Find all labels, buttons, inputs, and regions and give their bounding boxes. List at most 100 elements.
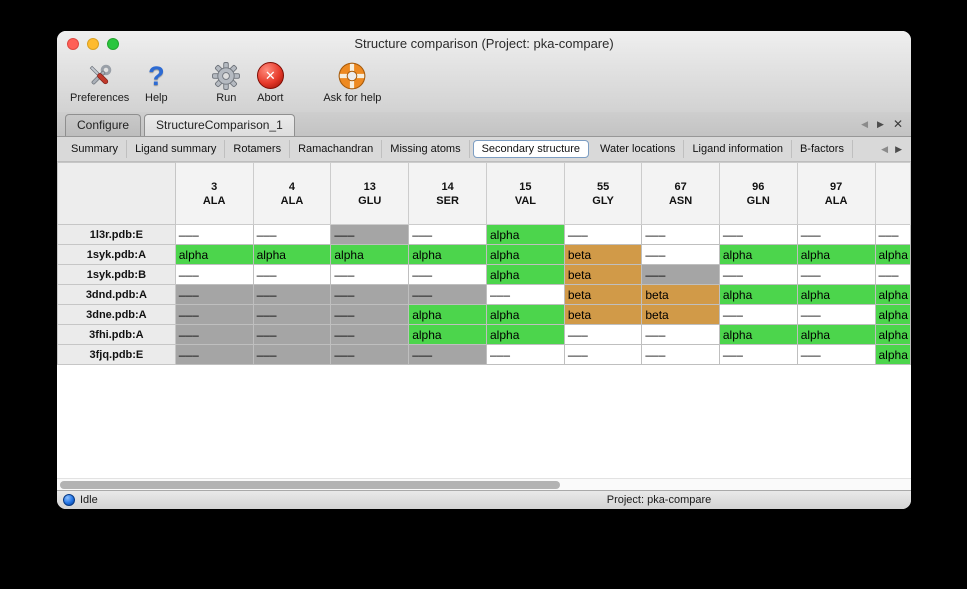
cell-none[interactable]: ––– xyxy=(796,344,876,365)
cell-none[interactable]: ––– xyxy=(563,344,643,365)
task-tab-close-icon[interactable]: ✕ xyxy=(892,117,903,131)
cell-alpha[interactable]: alpha xyxy=(874,344,911,365)
cell-beta[interactable]: beta xyxy=(563,264,643,285)
report-tab-prev-icon[interactable]: ◀ xyxy=(881,143,889,154)
cell-alpha[interactable]: alpha xyxy=(408,244,487,265)
abort-button[interactable]: ✕ Abort xyxy=(248,58,292,105)
cell-alpha[interactable]: alpha xyxy=(796,284,876,305)
cell-none[interactable]: ––– xyxy=(641,324,720,345)
run-button[interactable]: Run xyxy=(204,58,248,105)
cell-beta[interactable]: beta xyxy=(563,244,643,265)
cell-missing[interactable]: ––– xyxy=(330,344,410,365)
cell-none[interactable]: ––– xyxy=(486,344,565,365)
cell-beta[interactable]: beta xyxy=(641,284,720,305)
cell-alpha[interactable]: alpha xyxy=(486,324,565,345)
report-tab-ligand-information[interactable]: Ligand information xyxy=(684,140,792,158)
minimize-window-button[interactable] xyxy=(87,38,99,50)
cell-none[interactable]: ––– xyxy=(252,264,332,285)
status-bar: Idle Project: pka-compare xyxy=(57,490,911,509)
cell-none[interactable]: ––– xyxy=(718,224,798,245)
task-tab-structurecomparison_1[interactable]: StructureComparison_1 xyxy=(144,114,295,136)
cell-none[interactable]: ––– xyxy=(563,224,643,245)
report-tab-ramachandran[interactable]: Ramachandran xyxy=(290,140,383,158)
cell-missing[interactable]: ––– xyxy=(641,264,720,285)
titlebar[interactable]: Structure comparison (Project: pka-compa… xyxy=(57,31,911,57)
cell-alpha[interactable]: alpha xyxy=(174,244,254,265)
report-tab-ligand-summary[interactable]: Ligand summary xyxy=(127,140,226,158)
cell-none[interactable]: ––– xyxy=(330,264,410,285)
cell-none[interactable]: ––– xyxy=(718,344,798,365)
cell-alpha[interactable]: alpha xyxy=(408,324,487,345)
cell-alpha[interactable]: alpha xyxy=(330,244,410,265)
abort-icon: ✕ xyxy=(253,59,287,92)
cell-missing[interactable]: ––– xyxy=(174,344,254,365)
task-tab-prev-icon[interactable]: ◀ xyxy=(861,118,869,129)
cell-missing[interactable]: ––– xyxy=(252,304,332,325)
cell-missing[interactable]: ––– xyxy=(252,324,332,345)
cell-beta[interactable]: beta xyxy=(563,304,643,325)
cell-none[interactable]: ––– xyxy=(718,264,798,285)
close-window-button[interactable] xyxy=(67,38,79,50)
cell-none[interactable]: ––– xyxy=(641,224,720,245)
cell-missing[interactable]: ––– xyxy=(330,304,410,325)
report-tab-water-locations[interactable]: Water locations xyxy=(592,140,685,158)
cell-missing[interactable]: ––– xyxy=(174,284,254,305)
cell-alpha[interactable]: alpha xyxy=(874,304,911,325)
cell-none[interactable]: ––– xyxy=(796,224,876,245)
report-tab-summary[interactable]: Summary xyxy=(63,140,128,158)
report-tab-b-factors[interactable]: B-factors xyxy=(792,140,853,158)
cell-missing[interactable]: ––– xyxy=(252,344,332,365)
cell-none[interactable]: ––– xyxy=(408,224,487,245)
cell-alpha[interactable]: alpha xyxy=(252,244,332,265)
cell-none[interactable]: ––– xyxy=(718,304,798,325)
report-tab-next-icon[interactable]: ▶ xyxy=(895,143,902,154)
cell-missing[interactable]: ––– xyxy=(408,284,487,305)
cell-none[interactable]: ––– xyxy=(796,264,876,285)
cell-alpha[interactable]: alpha xyxy=(486,304,565,325)
preferences-button[interactable]: Preferences xyxy=(65,58,134,105)
cell-none[interactable]: ––– xyxy=(174,224,254,245)
cell-alpha[interactable]: alpha xyxy=(408,304,487,325)
cell-none[interactable]: ––– xyxy=(408,264,487,285)
task-tab-configure[interactable]: Configure xyxy=(65,114,142,136)
zoom-window-button[interactable] xyxy=(107,38,119,50)
horizontal-scrollbar-thumb[interactable] xyxy=(60,481,560,489)
cell-missing[interactable]: ––– xyxy=(330,324,410,345)
cell-beta[interactable]: beta xyxy=(641,304,720,325)
cell-none[interactable]: ––– xyxy=(563,324,643,345)
cell-missing[interactable]: ––– xyxy=(408,344,487,365)
table-row: 3fhi.pdb:A ––– ––– ––– alpha alpha ––– ––– alpha… xyxy=(57,324,911,345)
ask-for-help-button[interactable]: Ask for help xyxy=(318,58,386,105)
cell-none[interactable]: ––– xyxy=(874,264,911,285)
task-tab-next-icon[interactable]: ▶ xyxy=(877,118,884,129)
cell-none[interactable]: ––– xyxy=(486,284,565,305)
cell-missing[interactable]: ––– xyxy=(330,224,410,245)
cell-missing[interactable]: ––– xyxy=(174,304,254,325)
cell-alpha[interactable]: alpha xyxy=(874,324,911,345)
help-button[interactable]: ? Help xyxy=(134,58,178,105)
report-tab-missing-atoms[interactable]: Missing atoms xyxy=(382,140,470,158)
cell-alpha[interactable]: alpha xyxy=(874,244,911,265)
cell-missing[interactable]: ––– xyxy=(330,284,410,305)
cell-none[interactable]: ––– xyxy=(796,304,876,325)
report-tab-secondary-structure[interactable]: Secondary structure xyxy=(472,140,590,158)
cell-missing[interactable]: ––– xyxy=(252,284,332,305)
cell-alpha[interactable]: alpha xyxy=(486,264,565,285)
cell-alpha[interactable]: alpha xyxy=(796,324,876,345)
cell-alpha[interactable]: alpha xyxy=(486,244,565,265)
cell-none[interactable]: ––– xyxy=(874,224,911,245)
cell-alpha[interactable]: alpha xyxy=(718,324,798,345)
cell-none[interactable]: ––– xyxy=(641,344,720,365)
cell-alpha[interactable]: alpha xyxy=(718,244,798,265)
cell-none[interactable]: ––– xyxy=(174,264,254,285)
cell-missing[interactable]: ––– xyxy=(174,324,254,345)
cell-none[interactable]: ––– xyxy=(641,244,720,265)
report-tab-rotamers[interactable]: Rotamers xyxy=(225,140,291,158)
cell-alpha[interactable]: alpha xyxy=(796,244,876,265)
cell-alpha[interactable]: alpha xyxy=(874,284,911,305)
horizontal-scrollbar[interactable] xyxy=(57,478,911,490)
cell-beta[interactable]: beta xyxy=(563,284,643,305)
cell-none[interactable]: ––– xyxy=(252,224,332,245)
cell-alpha[interactable]: alpha xyxy=(486,224,565,245)
cell-alpha[interactable]: alpha xyxy=(718,284,798,305)
